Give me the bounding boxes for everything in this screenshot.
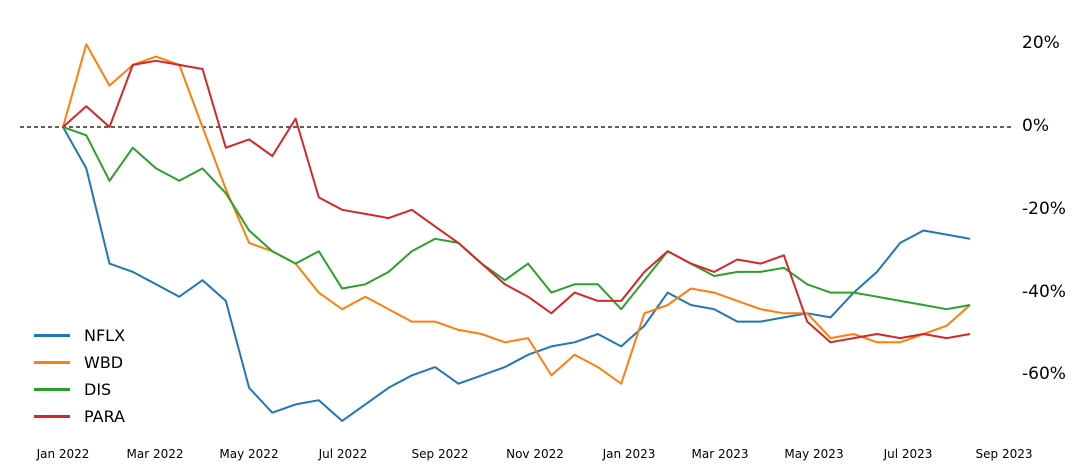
- legend-label: WBD: [84, 353, 124, 372]
- legend-label: DIS: [84, 380, 112, 399]
- series-line-para: [62, 59, 971, 344]
- y-tick-label: -20%: [1022, 199, 1066, 219]
- series-layer: [62, 43, 971, 422]
- legend-label: PARA: [84, 407, 125, 426]
- series-line-wbd: [62, 43, 971, 385]
- legend-swatch: [34, 334, 70, 337]
- x-tick-label: Sep 2023: [975, 447, 1033, 461]
- series-line-dis: [62, 126, 971, 311]
- legend-item-wbd: WBD: [34, 349, 125, 376]
- series-line-nflx: [62, 126, 971, 422]
- y-tick-label: 20%: [1022, 33, 1060, 53]
- x-tick-label: Jul 2022: [318, 447, 368, 461]
- legend: NFLX WBD DIS PARA: [34, 322, 125, 430]
- x-tick-label: Jul 2023: [883, 447, 933, 461]
- legend-item-nflx: NFLX: [34, 322, 125, 349]
- x-tick-label: May 2022: [219, 447, 279, 461]
- y-tick-label: 0%: [1022, 116, 1049, 136]
- y-tick-label: -60%: [1022, 364, 1066, 384]
- x-tick-label: May 2023: [784, 447, 844, 461]
- x-tick-label: Nov 2022: [506, 447, 564, 461]
- x-tick-label: Jan 2022: [36, 447, 90, 461]
- legend-label: NFLX: [84, 326, 126, 345]
- legend-swatch: [34, 388, 70, 391]
- x-tick-label: Jan 2023: [602, 447, 656, 461]
- x-tick-label: Mar 2022: [126, 447, 184, 461]
- y-tick-label: -40%: [1022, 282, 1066, 302]
- legend-item-dis: DIS: [34, 376, 125, 403]
- x-tick-label: Sep 2022: [411, 447, 469, 461]
- legend-swatch: [34, 361, 70, 364]
- x-tick-label: Mar 2023: [691, 447, 749, 461]
- legend-item-para: PARA: [34, 403, 125, 430]
- legend-swatch: [34, 415, 70, 418]
